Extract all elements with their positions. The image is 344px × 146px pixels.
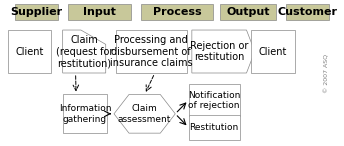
FancyBboxPatch shape <box>189 114 240 140</box>
FancyBboxPatch shape <box>15 4 58 20</box>
Text: Supplier: Supplier <box>10 7 62 17</box>
Text: Input: Input <box>83 7 116 17</box>
FancyBboxPatch shape <box>63 94 107 133</box>
FancyBboxPatch shape <box>189 84 240 116</box>
Text: Notification
of rejection: Notification of rejection <box>188 91 240 110</box>
FancyBboxPatch shape <box>140 4 213 20</box>
Text: Output: Output <box>226 7 270 17</box>
Text: Claim
assessment: Claim assessment <box>118 104 171 124</box>
Polygon shape <box>192 30 255 73</box>
FancyBboxPatch shape <box>286 4 329 20</box>
FancyBboxPatch shape <box>220 4 276 20</box>
FancyBboxPatch shape <box>68 4 131 20</box>
Text: Claim
(request for
restitution): Claim (request for restitution) <box>55 35 113 68</box>
Text: Processing and
disbursement of
insurance claims: Processing and disbursement of insurance… <box>110 35 193 68</box>
FancyBboxPatch shape <box>8 30 51 73</box>
Polygon shape <box>114 94 175 133</box>
Text: Client: Client <box>15 47 44 57</box>
Text: © 2007 ASQ: © 2007 ASQ <box>324 53 329 93</box>
FancyBboxPatch shape <box>251 30 294 73</box>
Polygon shape <box>63 30 106 73</box>
Text: Client: Client <box>259 47 287 57</box>
Text: Rejection or
restitution: Rejection or restitution <box>190 41 248 62</box>
Text: Process: Process <box>153 7 201 17</box>
FancyBboxPatch shape <box>116 30 187 73</box>
Text: Restitution: Restitution <box>190 123 239 132</box>
Text: Customer: Customer <box>278 7 338 17</box>
Text: Information
gathering: Information gathering <box>59 104 111 124</box>
